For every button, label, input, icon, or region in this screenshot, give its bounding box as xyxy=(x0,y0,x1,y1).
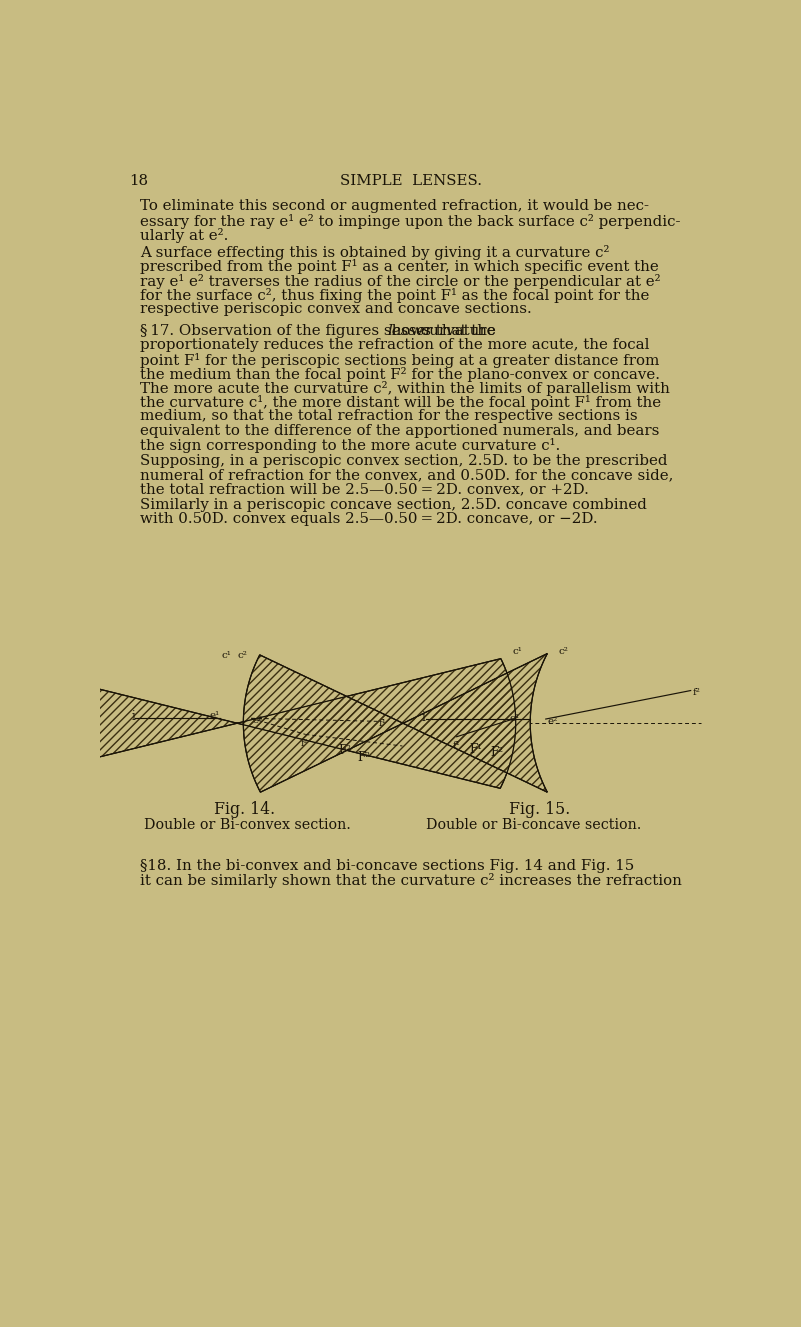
Text: e¹: e¹ xyxy=(209,710,219,719)
Text: c²: c² xyxy=(558,646,568,656)
Text: the curvature c¹, the more distant will be the focal point F¹ from the: the curvature c¹, the more distant will … xyxy=(140,395,662,410)
Text: i: i xyxy=(131,710,135,723)
Text: f²: f² xyxy=(692,689,700,697)
Text: with 0.50D. convex equals 2.5—0.50 = 2D. concave, or −2D.: with 0.50D. convex equals 2.5—0.50 = 2D.… xyxy=(140,512,598,527)
Text: 18: 18 xyxy=(130,174,149,188)
Text: for the surface c², thus fixing the point F¹ as the focal point for the: for the surface c², thus fixing the poin… xyxy=(140,288,650,303)
Text: Fig. 14.: Fig. 14. xyxy=(214,802,276,819)
Text: i: i xyxy=(422,711,425,725)
Text: F²: F² xyxy=(357,751,370,763)
Text: c²: c² xyxy=(237,652,248,661)
Text: ray e¹ e² traverses the radius of the circle or the perpendicular at e²: ray e¹ e² traverses the radius of the ci… xyxy=(140,273,661,288)
Polygon shape xyxy=(244,654,547,792)
Text: essary for the ray e¹ e² to impinge upon the back surface c² perpendic-: essary for the ray e¹ e² to impinge upon… xyxy=(140,214,681,228)
Text: lesser: lesser xyxy=(387,324,432,338)
Text: c¹: c¹ xyxy=(513,646,522,656)
Text: e¹: e¹ xyxy=(509,714,520,723)
Text: equivalent to the difference of the apportioned numerals, and bears: equivalent to the difference of the appo… xyxy=(140,423,660,438)
Text: c¹: c¹ xyxy=(222,652,231,661)
Text: The more acute the curvature c², within the limits of parallelism with: The more acute the curvature c², within … xyxy=(140,381,670,395)
Text: Fig. 15.: Fig. 15. xyxy=(509,802,570,819)
Text: point F¹ for the periscopic sections being at a greater distance from: point F¹ for the periscopic sections bei… xyxy=(140,353,660,368)
Text: numeral of refraction for the convex, and 0.50D. for the concave side,: numeral of refraction for the convex, an… xyxy=(140,468,674,482)
Text: Double or Bi-concave section.: Double or Bi-concave section. xyxy=(425,817,641,832)
Polygon shape xyxy=(0,657,516,788)
Text: SIMPLE  LENSES.: SIMPLE LENSES. xyxy=(340,174,482,188)
Text: Double or Bi-convex section.: Double or Bi-convex section. xyxy=(144,817,351,832)
Text: proportionately reduces the refraction of the more acute, the focal: proportionately reduces the refraction o… xyxy=(140,338,650,352)
Text: Supposing, in a periscopic convex section, 2.5D. to be the prescribed: Supposing, in a periscopic convex sectio… xyxy=(140,454,668,467)
Text: A surface effecting this is obtained by giving it a curvature c²: A surface effecting this is obtained by … xyxy=(140,245,610,260)
Text: f²: f² xyxy=(301,739,308,748)
Text: the sign corresponding to the more acute curvature c¹.: the sign corresponding to the more acute… xyxy=(140,438,561,453)
Text: respective periscopic convex and concave sections.: respective periscopic convex and concave… xyxy=(140,303,532,316)
Text: medium, so that the total refraction for the respective sections is: medium, so that the total refraction for… xyxy=(140,410,638,423)
Text: To eliminate this second or augmented refraction, it would be nec-: To eliminate this second or augmented re… xyxy=(140,199,650,214)
Text: § 17. Observation of the figures shows that the: § 17. Observation of the figures shows t… xyxy=(140,324,501,338)
Text: e²: e² xyxy=(252,717,262,725)
Text: §18. In the bi-convex and bi-concave sections Fig. 14 and Fig. 15: §18. In the bi-convex and bi-concave sec… xyxy=(140,859,634,873)
Text: Similarly in a periscopic concave section, 2.5D. concave combined: Similarly in a periscopic concave sectio… xyxy=(140,498,647,512)
Text: ularly at e².: ularly at e². xyxy=(140,228,229,243)
Text: F¹: F¹ xyxy=(469,743,482,756)
Text: f¹: f¹ xyxy=(453,742,461,750)
Text: F²: F² xyxy=(490,746,503,759)
Text: e²: e² xyxy=(547,717,557,726)
Text: the medium than the focal point F² for the plano-convex or concave.: the medium than the focal point F² for t… xyxy=(140,366,661,382)
Text: the total refraction will be 2.5—0.50 = 2D. convex, or +2D.: the total refraction will be 2.5—0.50 = … xyxy=(140,482,590,496)
Text: curvature: curvature xyxy=(417,324,496,338)
Text: f¹: f¹ xyxy=(379,719,387,729)
Text: prescribed from the point F¹ as a center, in which specific event the: prescribed from the point F¹ as a center… xyxy=(140,259,659,275)
Text: F²: F² xyxy=(339,744,352,758)
Text: it can be similarly shown that the curvature c² increases the refraction: it can be similarly shown that the curva… xyxy=(140,873,682,888)
